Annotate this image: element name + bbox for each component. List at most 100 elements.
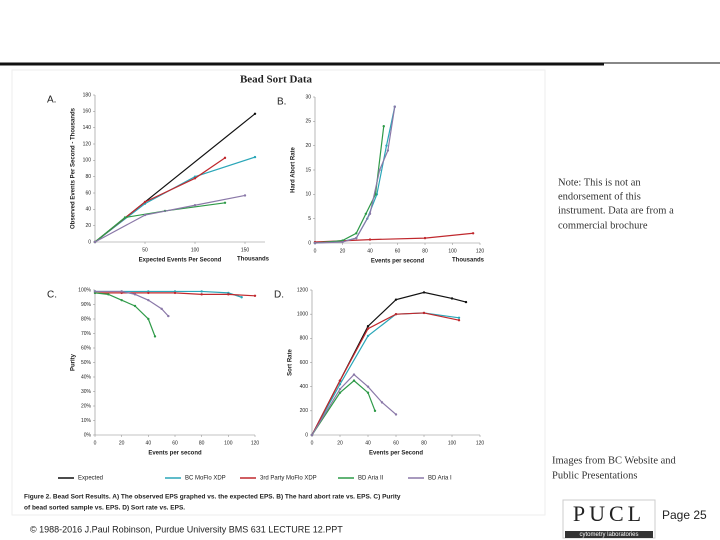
point xyxy=(253,294,257,297)
x-tick-label: 120 xyxy=(476,248,485,254)
point xyxy=(386,149,390,152)
y-tick-label: 25 xyxy=(305,119,311,125)
source: Images from BC Website and xyxy=(552,455,677,466)
y-tick-label: 1000 xyxy=(297,311,308,317)
x-tick-label: 100 xyxy=(191,247,200,253)
y-axis-label: Sort Rate xyxy=(288,349,294,376)
x-tick-label: 80 xyxy=(422,248,428,254)
point xyxy=(422,291,426,294)
x-tick-label: 100 xyxy=(448,440,457,446)
y-tick-label: 80 xyxy=(85,174,91,180)
point xyxy=(368,238,372,241)
point xyxy=(457,319,461,322)
point xyxy=(378,168,381,172)
caption: of bead sorted sample vs. EPS. D) Sort r… xyxy=(24,505,185,512)
y-tick-label: 200 xyxy=(300,408,309,414)
legend-label: 3rd Party MoFlo XDP xyxy=(260,476,317,482)
panel-label: C. xyxy=(47,290,57,301)
y-tick-label: 10% xyxy=(81,418,92,424)
point xyxy=(457,316,461,319)
point xyxy=(223,156,227,160)
point xyxy=(253,112,257,115)
point xyxy=(373,409,377,413)
point xyxy=(107,293,110,296)
y-tick-label: 15 xyxy=(305,167,311,173)
panel-label: D. xyxy=(274,290,284,301)
point xyxy=(147,298,150,302)
y-tick-label: 20 xyxy=(85,223,91,229)
series-line xyxy=(311,373,397,436)
y-tick-label: 20 xyxy=(305,143,311,149)
y-tick-label: 40 xyxy=(85,207,91,213)
point xyxy=(355,236,358,240)
legend-label: Expected xyxy=(78,476,103,482)
x-tick-label: 100 xyxy=(448,248,457,254)
y-tick-label: 5 xyxy=(308,216,311,222)
x-axis-label: Events per second xyxy=(148,451,202,457)
y-tick-label: 800 xyxy=(300,336,309,342)
series-line xyxy=(94,194,246,243)
point xyxy=(200,290,203,293)
point xyxy=(243,194,247,197)
point xyxy=(355,232,358,235)
point xyxy=(313,241,317,245)
x-axis-label: Events per second xyxy=(371,259,425,265)
y-tick-label: 0 xyxy=(305,432,308,438)
x-tick-label: 80 xyxy=(199,440,205,446)
x-tick-label: 20 xyxy=(340,248,346,254)
y-tick-label: 40% xyxy=(81,374,92,380)
y-axis-label: Purity xyxy=(71,353,77,371)
y-tick-label: 0 xyxy=(88,239,91,245)
y-tick-label: 400 xyxy=(300,384,309,390)
point xyxy=(147,291,150,295)
point xyxy=(167,314,170,318)
note: instrument. Data are from a xyxy=(558,205,674,216)
note: endorsement of this xyxy=(558,191,641,202)
y-tick-label: 30% xyxy=(81,389,92,395)
point xyxy=(193,177,197,180)
panel-label: A. xyxy=(47,95,56,106)
point xyxy=(240,296,243,299)
legend-label: BD Aria II xyxy=(358,476,384,482)
point xyxy=(160,307,163,311)
point xyxy=(338,387,342,391)
point xyxy=(143,213,147,217)
y-tick-label: 20% xyxy=(81,403,92,409)
y-tick-label: 80% xyxy=(81,316,92,322)
x-tick-label: 0 xyxy=(94,440,97,446)
x-tick-label: 40 xyxy=(367,248,373,254)
x-tick-label: 40 xyxy=(365,440,371,446)
point xyxy=(450,297,454,300)
y-tick-label: 140 xyxy=(83,125,92,131)
point xyxy=(364,212,368,215)
y-tick-label: 1200 xyxy=(297,287,308,293)
point xyxy=(120,298,123,302)
point xyxy=(366,334,370,338)
x-unit-label: Thousands xyxy=(237,257,270,263)
y-tick-label: 0% xyxy=(84,432,92,438)
point xyxy=(223,201,227,204)
logo-subtitle: cytometry laboratories xyxy=(579,532,638,538)
logo: PUCL cytometry laboratories xyxy=(562,499,656,539)
y-tick-label: 60 xyxy=(85,190,91,196)
logo-band xyxy=(565,531,653,538)
point xyxy=(352,379,356,382)
x-tick-label: 120 xyxy=(251,440,260,446)
y-tick-label: 0 xyxy=(308,240,311,246)
x-tick-label: 120 xyxy=(476,440,485,446)
point xyxy=(200,293,203,296)
panel-label: B. xyxy=(277,97,286,108)
point xyxy=(338,383,342,386)
point xyxy=(368,212,372,215)
y-tick-label: 70% xyxy=(81,331,92,337)
y-tick-label: 90% xyxy=(81,302,92,308)
x-tick-label: 60 xyxy=(395,248,401,254)
logo-text: PUCL xyxy=(573,501,645,526)
x-axis-label: Expected Events Per Second xyxy=(139,258,222,264)
series-line xyxy=(95,290,169,317)
y-tick-label: 120 xyxy=(83,141,92,147)
y-axis-label: Observed Events Per Second - Thousands xyxy=(71,107,77,229)
y-tick-label: 30 xyxy=(305,94,311,100)
point xyxy=(394,312,398,316)
point xyxy=(153,335,157,338)
